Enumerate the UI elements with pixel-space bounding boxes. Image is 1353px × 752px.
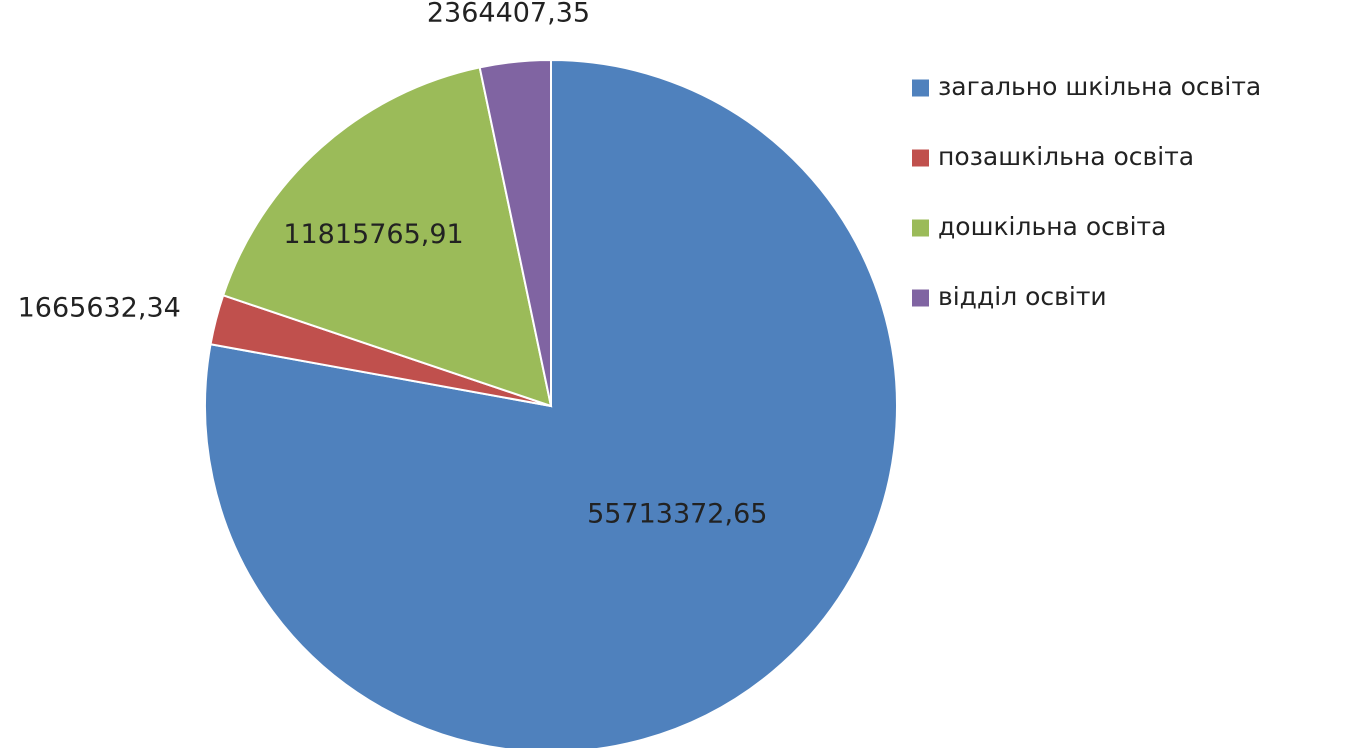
- legend-label-general-school: загально шкільна освіта: [938, 72, 1261, 101]
- pie-slice-education-department: [478, 58, 552, 407]
- legend-label-education-department: відділ освіти: [938, 282, 1107, 311]
- legend-item-education-department: відділ освіти: [912, 282, 1107, 311]
- slices-layer: [204, 58, 898, 752]
- pie-slice-preschool: [221, 66, 553, 408]
- data-label-out-of-school: 1665632,34: [18, 293, 181, 324]
- legend-swatch-out-of-school: [912, 149, 929, 167]
- legend-swatch-education-department: [912, 289, 929, 307]
- legend-label-preschool: дошкільна освіта: [938, 212, 1166, 241]
- data-labels-layer: 55713372,65 1665632,34 11815765,91 2364407,…: [18, 0, 768, 529]
- legend-item-general-school: загально шкільна освіта: [912, 72, 1261, 101]
- legend-swatch-preschool: [912, 219, 929, 237]
- data-label-preschool: 11815765,91: [283, 219, 463, 250]
- data-label-education-department: 2364407,35: [427, 0, 590, 29]
- legend-swatch-general-school: [912, 79, 929, 97]
- legend-item-out-of-school: позашкільна освіта: [912, 142, 1194, 171]
- legend-label-out-of-school: позашкільна освіта: [938, 142, 1194, 171]
- pie-slice-general-school: [204, 58, 898, 752]
- legend: загально шкільна освіта позашкільна освіт…: [912, 72, 1261, 311]
- data-label-general-school: 55713372,65: [587, 498, 767, 529]
- legend-item-preschool: дошкільна освіта: [912, 212, 1166, 241]
